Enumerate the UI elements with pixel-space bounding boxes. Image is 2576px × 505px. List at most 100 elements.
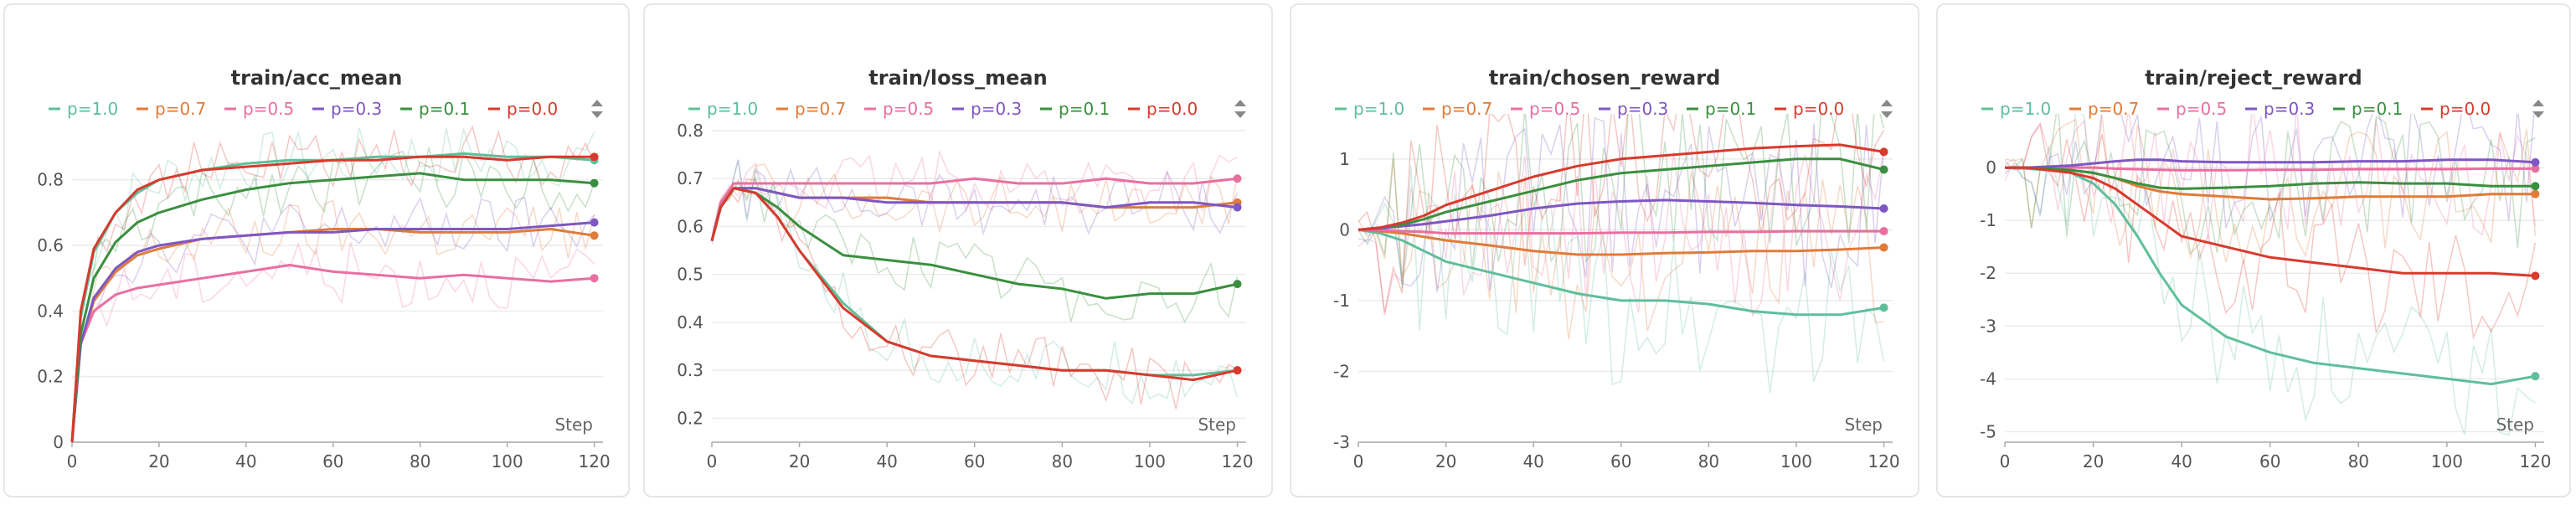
series-line-p-0-0[interactable] [2005, 166, 2536, 277]
legend-item-p-0-5[interactable]: p=0.5 [224, 99, 294, 119]
series-endpoint-p-0-0[interactable] [1233, 366, 1242, 375]
legend-item-p-0-1[interactable]: p=0.1 [400, 99, 470, 119]
series-line-p-0-0[interactable] [1358, 143, 1884, 231]
series-endpoint-p-0-1[interactable] [1879, 165, 1888, 174]
series-endpoint-p-0-0[interactable] [590, 152, 599, 162]
x-tick-label: 20 [1435, 451, 1456, 472]
legend-item-p-0-5[interactable]: p=0.5 [1511, 99, 1580, 119]
legend[interactable]: p=1.0 p=0.7 p=0.5 p=0.3 p=0.1 p=0.0 [49, 99, 603, 119]
chart-title: train/chosen_reward [1489, 66, 1721, 90]
legend-label: p=0.3 [2264, 99, 2315, 119]
y-tick-label: -3 [1980, 316, 1996, 336]
legend-item-p-1-0[interactable]: p=1.0 [1981, 99, 2051, 119]
series-endpoint-p-0-3[interactable] [590, 218, 599, 227]
series-endpoint-p-1-0[interactable] [1879, 303, 1888, 312]
series-line-p-0-3[interactable] [710, 187, 1238, 241]
legend-item-p-0-7[interactable]: p=0.7 [1423, 99, 1492, 119]
legend-item-p-0-3[interactable]: p=0.3 [1599, 99, 1668, 119]
series-endpoint-p-0-7[interactable] [1879, 243, 1888, 252]
series-line-p-1-0[interactable] [1358, 228, 1884, 317]
legend-item-p-0-1[interactable]: p=0.1 [1687, 99, 1756, 119]
series-endpoint-p-0-3[interactable] [2531, 157, 2540, 167]
series-endpoint-p-0-5[interactable] [2531, 164, 2540, 173]
series-endpoint-p-0-5[interactable] [590, 274, 599, 283]
legend-item-p-0-5[interactable]: p=0.5 [2157, 99, 2227, 119]
sort-up-arrow [1881, 100, 1893, 106]
y-tick-label: 0.3 [677, 360, 703, 380]
raw-trace-p-0-3 [72, 196, 595, 442]
y-tick-label: -2 [1980, 263, 1996, 283]
legend-item-p-0-0[interactable]: p=0.0 [1775, 99, 1844, 119]
series-endpoint-p-0-1[interactable] [1233, 280, 1242, 289]
x-tick-label: 0 [707, 451, 718, 472]
legend-item-p-0-1[interactable]: p=0.1 [1040, 99, 1110, 119]
legend-item-p-0-3[interactable]: p=0.3 [2245, 99, 2315, 119]
sort-up-arrow [591, 100, 603, 106]
series-endpoint-p-1-0[interactable] [2531, 372, 2540, 381]
raw-trace-p-0-0 [712, 178, 1238, 410]
series-line-p-0-3[interactable] [1358, 198, 1884, 231]
raw-trace-p-1-0 [1358, 166, 1885, 394]
series-line-p-0-5[interactable] [1358, 228, 1884, 235]
x-tick-label: 20 [2083, 451, 2104, 472]
legend-label: p=0.1 [419, 99, 470, 119]
series-line-p-0-5[interactable] [2005, 166, 2536, 172]
series-line-p-0-0[interactable] [70, 155, 595, 443]
series-endpoint-p-0-7[interactable] [590, 231, 599, 240]
series-endpoint-p-0-0[interactable] [1879, 147, 1888, 157]
legend-item-p-0-7[interactable]: p=0.7 [137, 99, 206, 119]
legend-item-p-0-0[interactable]: p=0.0 [488, 99, 558, 119]
series-endpoint-p-0-5[interactable] [1879, 227, 1888, 236]
legend-item-p-0-1[interactable]: p=0.1 [2333, 99, 2403, 119]
legend-item-p-0-3[interactable]: p=0.3 [952, 99, 1022, 119]
legend-sort-icon[interactable] [1881, 100, 1893, 118]
sort-down-arrow [1881, 111, 1893, 118]
series-endpoint-p-0-7[interactable] [2531, 189, 2540, 198]
legend-item-p-0-3[interactable]: p=0.3 [312, 99, 382, 119]
series-endpoint-p-0-3[interactable] [1233, 203, 1242, 212]
legend-label: p=0.0 [507, 99, 558, 119]
series-endpoint-p-0-3[interactable] [1879, 204, 1888, 213]
legend-sort-icon[interactable] [1234, 100, 1246, 118]
legend-item-p-0-5[interactable]: p=0.5 [864, 99, 934, 119]
chart-panel-acc-mean: train/acc_mean p=1.0 p=0.7 p=0.5 p=0.3 p=0.1 p… [3, 3, 630, 497]
y-tick-label: 0 [53, 432, 64, 452]
series-line-p-0-5[interactable] [70, 264, 595, 443]
legend[interactable]: p=1.0 p=0.7 p=0.5 p=0.3 p=0.1 p=0.0 [1981, 99, 2544, 119]
legend-label: p=0.3 [331, 99, 382, 119]
series-line-p-0-1[interactable] [70, 172, 595, 443]
x-tick-label: 100 [1134, 451, 1166, 472]
legend-sort-icon[interactable] [591, 100, 603, 118]
legend[interactable]: p=1.0 p=0.7 p=0.5 p=0.3 p=0.1 p=0.0 [1335, 99, 1893, 119]
y-tick-label: 0.2 [677, 408, 703, 428]
legend-label: p=0.0 [1146, 99, 1198, 119]
series-line-p-0-1[interactable] [2005, 166, 2536, 190]
legend-item-p-1-0[interactable]: p=1.0 [49, 99, 118, 119]
legend-item-p-1-0[interactable]: p=1.0 [688, 99, 758, 119]
series-line-p-0-0[interactable] [710, 187, 1238, 382]
series-line-p-0-1[interactable] [1358, 157, 1884, 231]
series-endpoint-p-0-5[interactable] [1233, 174, 1242, 183]
series-endpoint-p-0-1[interactable] [590, 178, 599, 188]
legend-item-p-0-0[interactable]: p=0.0 [1128, 99, 1198, 119]
legend[interactable]: p=1.0 p=0.7 p=0.5 p=0.3 p=0.1 p=0.0 [688, 99, 1246, 119]
raw-trace-p-0-5 [72, 241, 595, 437]
series-line-p-0-3[interactable] [70, 221, 595, 443]
series-endpoint-p-0-0[interactable] [2531, 271, 2540, 281]
x-tick-label: 80 [2348, 451, 2369, 472]
series-line-p-0-7[interactable] [1358, 228, 1884, 256]
legend-item-p-0-7[interactable]: p=0.7 [776, 99, 846, 119]
series-line-p-1-0[interactable] [710, 187, 1238, 377]
series-endpoint-p-0-1[interactable] [2531, 182, 2540, 191]
legend-sort-icon[interactable] [2532, 100, 2544, 118]
raw-trace-p-0-1 [72, 147, 595, 442]
legend-item-p-0-0[interactable]: p=0.0 [2421, 99, 2491, 119]
series-line-p-0-5[interactable] [710, 177, 1238, 241]
legend-item-p-1-0[interactable]: p=1.0 [1335, 99, 1404, 119]
legend-item-p-0-7[interactable]: p=0.7 [2069, 99, 2139, 119]
y-tick-label: -1 [1980, 210, 1996, 230]
chart-title: train/acc_mean [231, 66, 403, 90]
chart-panel-reject-reward: train/reject_reward p=1.0 p=0.7 p=0.5 p=0.3 p… [1936, 3, 2571, 497]
raw-trace-p-0-3 [1358, 116, 1885, 292]
series-line-p-0-3[interactable] [2005, 158, 2536, 169]
